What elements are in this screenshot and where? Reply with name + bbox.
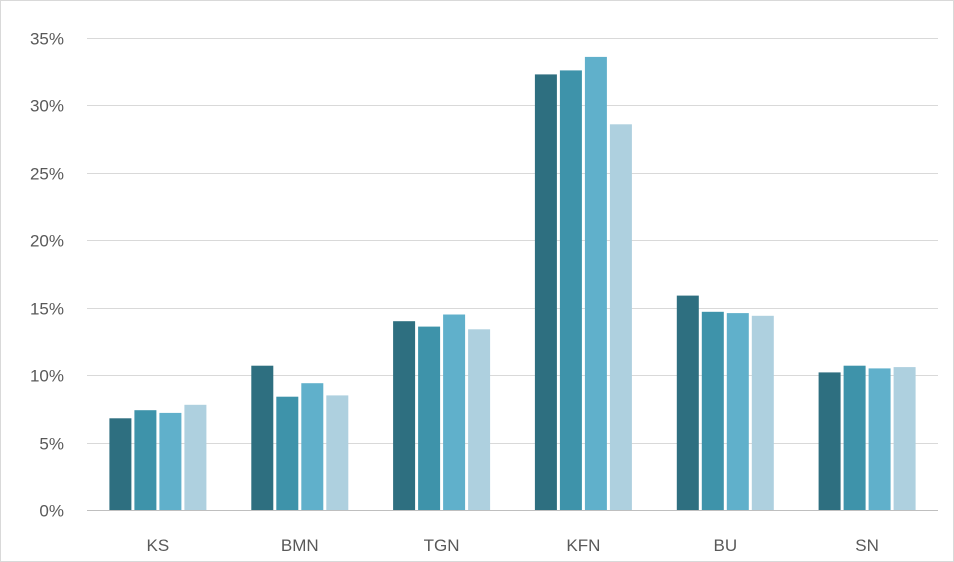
x-tick-label: KFN — [566, 536, 600, 555]
bar-sn-series-2 — [843, 365, 866, 510]
bar-kfn-series-4 — [609, 124, 632, 511]
bar-sn-series-4 — [893, 367, 916, 510]
bar-kfn-series-3 — [584, 56, 607, 511]
bar-ks-series-1 — [109, 418, 132, 510]
x-tick-labels: KS BMN TGN KFN BU SN — [147, 536, 879, 555]
x-tick-label: KS — [147, 536, 170, 555]
bar-bu-series-1 — [676, 295, 699, 510]
y-tick-label: 15% — [30, 300, 64, 319]
x-tick-label: TGN — [424, 536, 460, 555]
bar-tgn-series-1 — [393, 321, 416, 510]
bar-ks-series-3 — [159, 412, 182, 510]
y-tick-label: 25% — [30, 165, 64, 184]
bar-bu-series-4 — [751, 315, 774, 510]
bar-bu-series-2 — [701, 311, 724, 510]
y-tick-label: 0% — [39, 502, 64, 521]
bar-bmn-series-2 — [276, 396, 299, 510]
bar-tgn-series-4 — [468, 329, 491, 510]
bar-ks-series-2 — [134, 410, 157, 510]
y-tick-label: 35% — [30, 30, 64, 49]
bar-sn-series-3 — [868, 368, 891, 510]
bar-kfn-series-2 — [559, 70, 582, 511]
x-tick-label: SN — [855, 536, 879, 555]
bars — [109, 56, 916, 511]
y-tick-labels: 0% 5% 10% 15% 20% 25% 30% 35% — [30, 30, 64, 521]
bar-ks-series-4 — [184, 404, 207, 510]
gridlines — [87, 38, 938, 444]
bar-kfn-series-1 — [534, 74, 557, 511]
x-tick-label: BU — [713, 536, 737, 555]
y-tick-label: 20% — [30, 232, 64, 251]
x-tick-label: BMN — [281, 536, 319, 555]
bar-sn-series-1 — [818, 372, 841, 510]
y-tick-label: 5% — [39, 435, 64, 454]
bar-bu-series-3 — [726, 313, 749, 510]
bar-bmn-series-3 — [301, 383, 324, 510]
bar-bmn-series-1 — [251, 365, 274, 510]
y-tick-label: 30% — [30, 97, 64, 116]
bar-tgn-series-2 — [418, 326, 441, 510]
y-tick-label: 10% — [30, 367, 64, 386]
bar-bmn-series-4 — [326, 395, 349, 510]
bar-tgn-series-3 — [443, 314, 466, 510]
